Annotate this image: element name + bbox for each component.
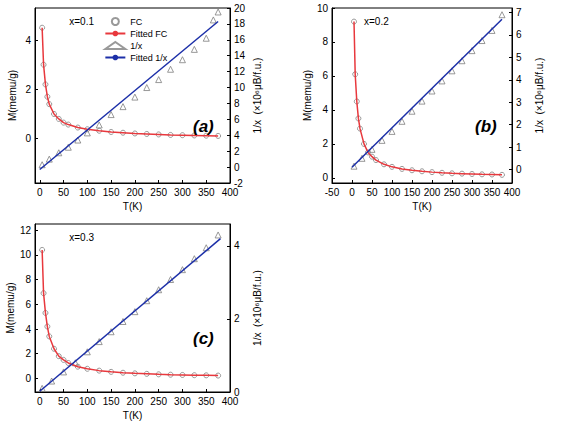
svg-text:2: 2 xyxy=(25,84,31,95)
svg-text:M(memu/g): M(memu/g) xyxy=(5,282,16,333)
svg-text:400: 400 xyxy=(504,187,521,198)
svg-text:0: 0 xyxy=(234,162,240,173)
svg-text:x=0.3: x=0.3 xyxy=(69,232,94,243)
svg-text:4: 4 xyxy=(234,240,240,251)
svg-text:200: 200 xyxy=(127,187,144,198)
svg-text:300: 300 xyxy=(464,187,481,198)
svg-text:2: 2 xyxy=(234,313,240,324)
svg-text:50: 50 xyxy=(58,187,70,198)
svg-text:0: 0 xyxy=(234,386,240,398)
svg-text:x=0.1: x=0.1 xyxy=(69,16,94,27)
svg-text:8: 8 xyxy=(25,274,31,285)
svg-text:200: 200 xyxy=(127,396,144,407)
svg-text:4: 4 xyxy=(322,104,328,115)
svg-text:T(K): T(K) xyxy=(123,410,142,421)
svg-text:6: 6 xyxy=(516,29,522,40)
svg-text:Fitted FC: Fitted FC xyxy=(130,29,168,39)
svg-text:4: 4 xyxy=(25,324,31,335)
svg-text:2: 2 xyxy=(25,348,31,359)
svg-text:4: 4 xyxy=(516,74,522,85)
svg-text:(c): (c) xyxy=(193,329,214,348)
svg-text:1/x (×10⁶μB/f.u.): 1/x (×10⁶μB/f.u.) xyxy=(252,270,263,346)
svg-text:4: 4 xyxy=(234,130,240,141)
svg-text:1/x: 1/x xyxy=(130,41,143,51)
svg-text:5: 5 xyxy=(516,52,522,63)
svg-text:10: 10 xyxy=(234,82,246,93)
svg-text:x=0.2: x=0.2 xyxy=(364,16,389,27)
svg-text:16: 16 xyxy=(234,34,246,45)
svg-text:150: 150 xyxy=(103,187,120,198)
svg-text:1: 1 xyxy=(516,142,522,153)
svg-text:Fitted 1/x: Fitted 1/x xyxy=(130,53,168,63)
svg-text:20: 20 xyxy=(234,3,246,14)
svg-text:-2: -2 xyxy=(234,177,243,189)
svg-text:2: 2 xyxy=(234,146,240,157)
svg-text:1/x (×10⁶μB/f.u.): 1/x (×10⁶μB/f.u.) xyxy=(252,58,263,134)
svg-text:T(K): T(K) xyxy=(412,201,431,212)
svg-text:(b): (b) xyxy=(475,117,497,136)
svg-text:3: 3 xyxy=(516,97,522,108)
svg-text:1/x (×10⁶μB/f.u.): 1/x (×10⁶μB/f.u.) xyxy=(534,58,545,134)
svg-text:10: 10 xyxy=(317,3,329,14)
svg-text:250: 250 xyxy=(150,187,167,198)
svg-text:250: 250 xyxy=(444,187,461,198)
svg-text:(a): (a) xyxy=(193,117,214,136)
svg-text:150: 150 xyxy=(404,187,421,198)
svg-text:0: 0 xyxy=(37,396,43,407)
svg-text:18: 18 xyxy=(234,18,246,29)
svg-text:12: 12 xyxy=(234,66,246,77)
svg-text:0: 0 xyxy=(37,187,43,198)
svg-text:50: 50 xyxy=(366,187,378,198)
svg-text:250: 250 xyxy=(150,396,167,407)
svg-text:400: 400 xyxy=(222,396,239,407)
svg-text:-50: -50 xyxy=(325,187,340,198)
svg-text:6: 6 xyxy=(322,70,328,81)
svg-text:14: 14 xyxy=(234,50,246,61)
svg-text:FC: FC xyxy=(130,17,142,27)
svg-text:0: 0 xyxy=(322,172,328,183)
svg-text:M(memu/g): M(memu/g) xyxy=(302,70,313,121)
svg-text:8: 8 xyxy=(322,36,328,47)
svg-text:300: 300 xyxy=(174,187,191,198)
svg-text:6: 6 xyxy=(234,114,240,125)
svg-text:6: 6 xyxy=(25,299,31,310)
svg-text:10: 10 xyxy=(20,249,32,260)
svg-text:4: 4 xyxy=(25,35,31,46)
svg-text:2: 2 xyxy=(322,138,328,149)
svg-text:400: 400 xyxy=(222,187,239,198)
svg-text:2: 2 xyxy=(516,119,522,130)
svg-text:0: 0 xyxy=(349,187,355,198)
svg-text:300: 300 xyxy=(174,396,191,407)
svg-text:0: 0 xyxy=(25,373,31,384)
svg-text:T(K): T(K) xyxy=(123,201,142,212)
svg-text:M(memu/g): M(memu/g) xyxy=(7,70,18,121)
svg-text:0: 0 xyxy=(516,164,522,175)
svg-text:8: 8 xyxy=(234,98,240,109)
svg-text:0: 0 xyxy=(25,133,31,144)
svg-text:50: 50 xyxy=(58,396,70,407)
svg-text:12: 12 xyxy=(20,225,32,236)
svg-text:350: 350 xyxy=(484,187,501,198)
svg-text:200: 200 xyxy=(424,187,441,198)
svg-text:150: 150 xyxy=(103,396,120,407)
svg-text:350: 350 xyxy=(198,396,215,407)
svg-text:100: 100 xyxy=(384,187,401,198)
svg-text:100: 100 xyxy=(79,396,96,407)
svg-text:350: 350 xyxy=(198,187,215,198)
svg-text:7: 7 xyxy=(516,7,522,18)
svg-text:100: 100 xyxy=(79,187,96,198)
